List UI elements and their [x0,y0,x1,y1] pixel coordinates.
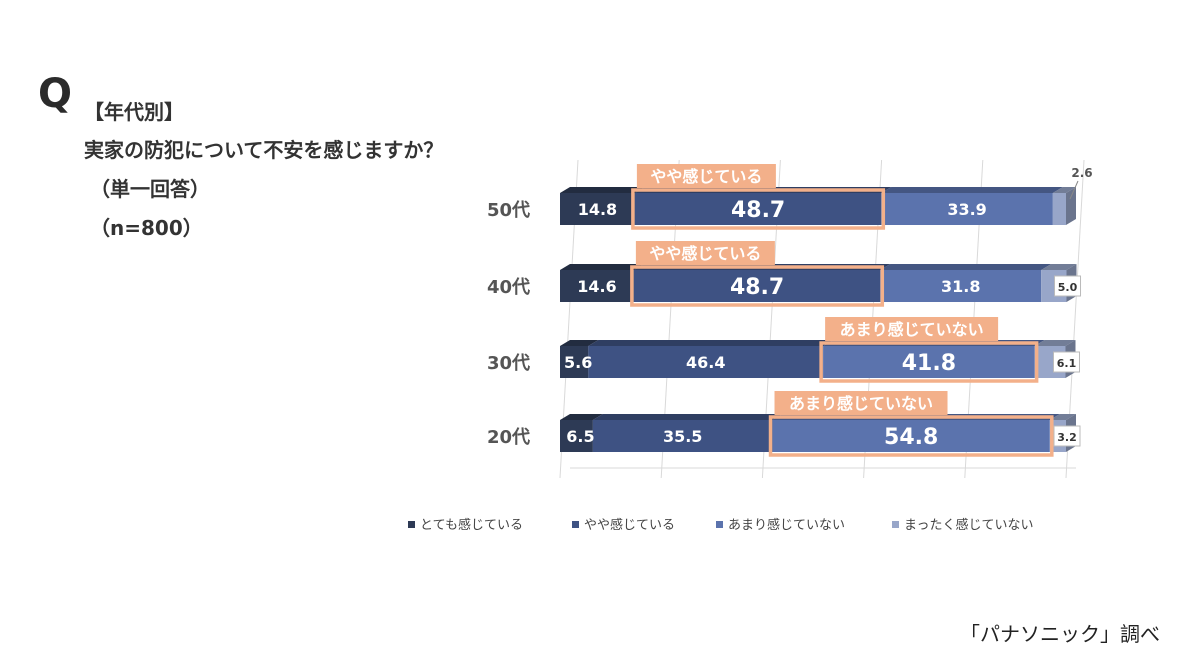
bar-top-face [1034,340,1076,346]
data-label-box [1053,425,1081,447]
data-label: 31.8 [941,277,980,296]
highlight-frame [768,415,1054,457]
bar-segment [592,420,773,452]
legend-label: あまり感じていない [728,517,845,533]
bar-segment [1052,193,1066,225]
bar-top-face [881,187,1063,193]
highlight-tag-label: やや感じている [650,167,762,186]
legend-swatch [408,521,415,528]
data-label: 14.8 [578,200,617,219]
data-label: 48.7 [731,198,785,223]
highlight-tag-label: あまり感じていない [789,394,933,413]
bar-segment [880,270,1042,302]
bar-segment [560,346,589,378]
data-label-box [1052,351,1080,373]
bar-top-face [592,414,783,420]
data-label: 3.2 [1057,431,1077,444]
highlight-tag [635,241,775,265]
bar-segment [881,193,1053,225]
data-label: 54.8 [884,425,938,450]
data-label: 41.8 [902,351,956,376]
data-label: 6.1 [1057,357,1077,370]
highlight-tag [774,391,948,415]
category-label: 20代 [487,427,530,448]
bar-top-face [560,187,645,193]
legend-swatch [892,521,899,528]
category-label: 40代 [487,277,530,298]
bar-top-face [560,340,599,346]
data-label: 33.9 [947,200,986,219]
question-answer-type: （単一回答） [90,177,210,201]
highlight-tag [825,317,999,341]
highlight-frame [819,341,1039,383]
highlight-frame [631,188,886,230]
data-label-leader [1069,180,1079,200]
data-label: 48.7 [730,275,784,300]
legend-label: とても感じている [420,517,523,533]
data-label: 35.5 [663,427,702,446]
data-label: 14.6 [577,277,616,296]
bar-top-face [880,264,1052,270]
question-mark: Q [38,71,73,117]
category-label: 30代 [487,353,530,374]
data-label: 2.6 [1071,166,1092,180]
question-sample-size: （n=800） [90,216,203,240]
source-credit: 「パナソニック」調べ [960,622,1160,646]
category-label: 50代 [487,200,530,221]
data-label: 6.5 [566,427,594,446]
bar-segment [560,270,634,302]
bar-top-face [1049,414,1076,420]
legend-swatch [716,521,723,528]
data-label: 46.4 [686,353,725,372]
highlight-tag-label: やや感じている [649,244,761,263]
bar-segment [772,420,1050,452]
bar-top-face [588,340,834,346]
bar-segment [823,346,1035,378]
highlight-frame [630,265,885,307]
question-category: 【年代別】 [84,100,184,124]
data-label-box [1054,275,1082,297]
highlight-tag [636,164,776,188]
bar-top-face [560,414,603,420]
data-label: 5.0 [1058,281,1078,294]
bar-top-face [1041,264,1077,270]
bar-segment [560,193,635,225]
bar-top-face [1052,187,1076,193]
bar-segment [588,346,824,378]
legend-swatch [572,521,579,528]
bar-segment [560,420,593,452]
question-text: 実家の防犯について不安を感じますか？ [84,138,444,162]
bar-segment [634,193,882,225]
highlight-tag-label: あまり感じていない [840,320,984,339]
legend-label: やや感じている [584,517,675,533]
bar-side-face [1066,187,1076,225]
bar-segment [633,270,881,302]
legend-label: まったく感じていない [904,517,1033,533]
bar-top-face [560,264,644,270]
data-label: 5.6 [564,353,592,372]
